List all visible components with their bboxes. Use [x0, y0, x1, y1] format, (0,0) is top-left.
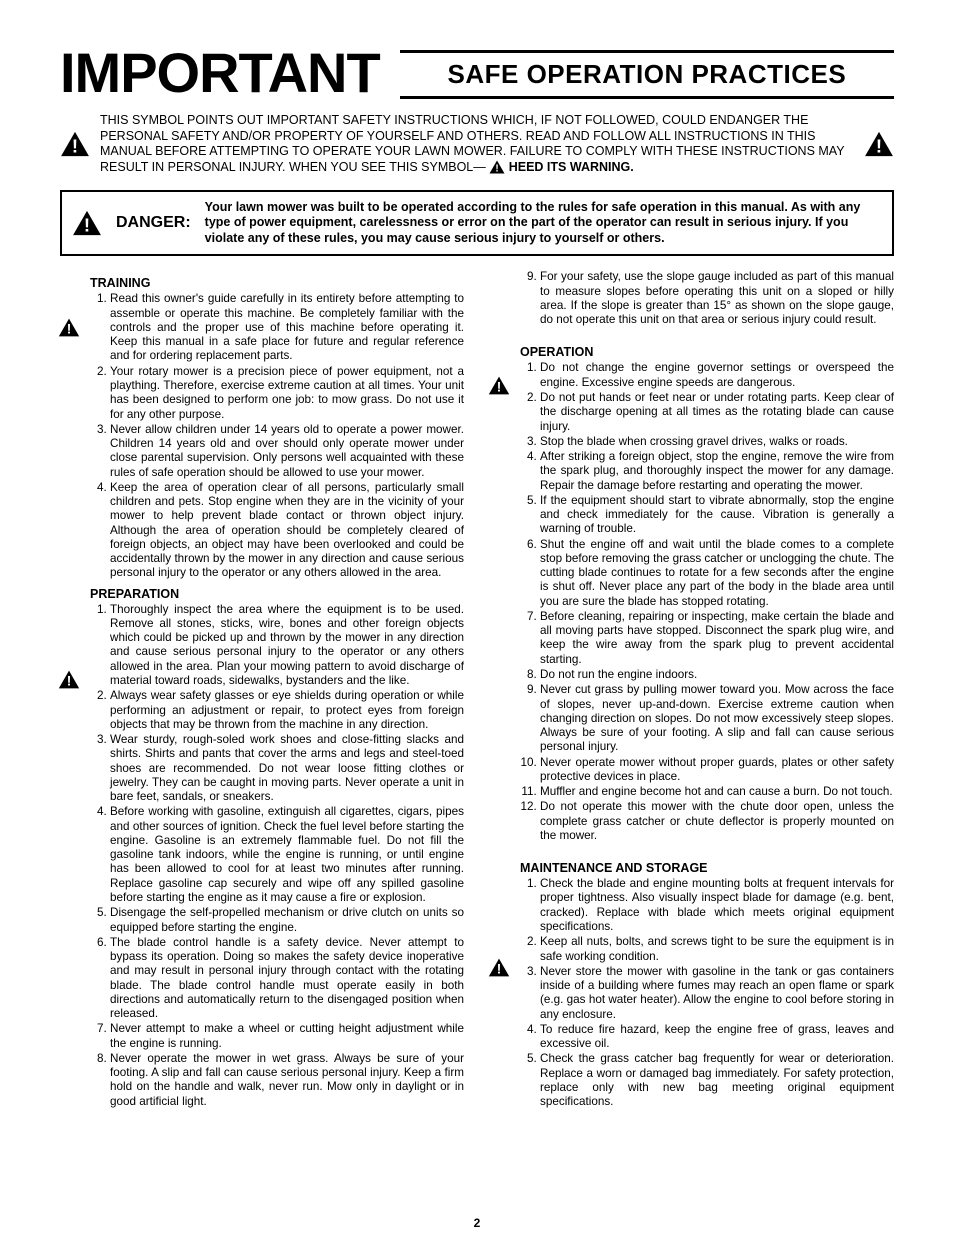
- list-item: Before working with gasoline, extinguish…: [110, 805, 464, 905]
- warning-icon: [864, 131, 894, 157]
- list-item: If the equipment should start to vibrate…: [540, 494, 894, 537]
- danger-box: DANGER: Your lawn mower was built to be …: [60, 190, 894, 257]
- warning-icon: [72, 210, 102, 236]
- list-item: Check the blade and engine mounting bolt…: [540, 877, 894, 934]
- list-item: After striking a foreign object, stop th…: [540, 450, 894, 493]
- danger-label: DANGER:: [116, 214, 191, 232]
- list-item: Thoroughly inspect the area where the eq…: [110, 603, 464, 689]
- training-title: TRAINING: [90, 276, 464, 290]
- intro-block: THIS SYMBOL POINTS OUT IMPORTANT SAFETY …: [60, 113, 894, 176]
- list-item: Do not change the engine governor settin…: [540, 361, 894, 390]
- warning-icon: [58, 670, 80, 689]
- list-item: Stop the blade when crossing gravel driv…: [540, 435, 894, 449]
- list-item: Never operate the mower in wet grass. Al…: [110, 1052, 464, 1109]
- operation-title: OPERATION: [520, 345, 894, 359]
- list-item: Keep the area of operation clear of all …: [110, 481, 464, 581]
- warning-icon: [488, 958, 510, 977]
- heed-warning: HEED ITS WARNING.: [509, 160, 634, 174]
- list-item: Disengage the self-propelled mechanism o…: [110, 906, 464, 935]
- list-item: Before cleaning, repairing or inspecting…: [540, 610, 894, 667]
- intro-body: THIS SYMBOL POINTS OUT IMPORTANT SAFETY …: [100, 113, 844, 174]
- list-item: Never store the mower with gasoline in t…: [540, 965, 894, 1022]
- list-item: Wear sturdy, rough-soled work shoes and …: [110, 733, 464, 804]
- warning-icon: [58, 318, 80, 337]
- list-item: Do not put hands or feet near or under r…: [540, 391, 894, 434]
- operation-list: Do not change the engine governor settin…: [520, 361, 894, 843]
- list-item: Always wear safety glasses or eye shield…: [110, 689, 464, 732]
- training-list: Read this owner's guide carefully in its…: [90, 292, 464, 580]
- list-item: Never allow children under 14 years old …: [110, 423, 464, 480]
- list-item: Never operate mower without proper guard…: [540, 756, 894, 785]
- danger-text: Your lawn mower was built to be operated…: [205, 200, 882, 247]
- columns: TRAINING Read this owner's guide careful…: [60, 270, 894, 1110]
- preparation-title: PREPARATION: [90, 587, 464, 601]
- warning-icon: [488, 376, 510, 395]
- header-row: IMPORTANT SAFE OPERATION PRACTICES: [60, 40, 894, 105]
- list-item: For your safety, use the slope gauge inc…: [540, 270, 894, 327]
- list-item: Do not operate this mower with the chute…: [540, 800, 894, 843]
- page: IMPORTANT SAFE OPERATION PRACTICES THIS …: [0, 0, 954, 1246]
- list-item: The blade control handle is a safety dev…: [110, 936, 464, 1022]
- page-number: 2: [0, 1216, 954, 1230]
- right-column: For your safety, use the slope gauge inc…: [490, 270, 894, 1110]
- list-item: Never attempt to make a wheel or cutting…: [110, 1022, 464, 1051]
- list-item: Shut the engine off and wait until the b…: [540, 538, 894, 609]
- subtitle: SAFE OPERATION PRACTICES: [400, 59, 894, 90]
- list-item: Never cut grass by pulling mower toward …: [540, 683, 894, 754]
- list-item: To reduce fire hazard, keep the engine f…: [540, 1023, 894, 1052]
- important-title: IMPORTANT: [60, 40, 400, 105]
- intro-text: THIS SYMBOL POINTS OUT IMPORTANT SAFETY …: [100, 113, 854, 176]
- list-item: Do not run the engine indoors.: [540, 668, 894, 682]
- maintenance-list: Check the blade and engine mounting bolt…: [520, 877, 894, 1109]
- left-column: TRAINING Read this owner's guide careful…: [60, 270, 464, 1110]
- subtitle-box: SAFE OPERATION PRACTICES: [400, 50, 894, 99]
- maintenance-title: MAINTENANCE AND STORAGE: [520, 861, 894, 875]
- list-item: Check the grass catcher bag frequently f…: [540, 1052, 894, 1109]
- list-item: Muffler and engine become hot and can ca…: [540, 785, 894, 799]
- preparation-list: Thoroughly inspect the area where the eq…: [90, 603, 464, 1109]
- warning-icon-inline: [489, 160, 505, 174]
- training-list-cont: For your safety, use the slope gauge inc…: [520, 270, 894, 327]
- list-item: Keep all nuts, bolts, and screws tight t…: [540, 935, 894, 964]
- list-item: Your rotary mower is a precision piece o…: [110, 365, 464, 422]
- list-item: Read this owner's guide carefully in its…: [110, 292, 464, 363]
- warning-icon: [60, 131, 90, 157]
